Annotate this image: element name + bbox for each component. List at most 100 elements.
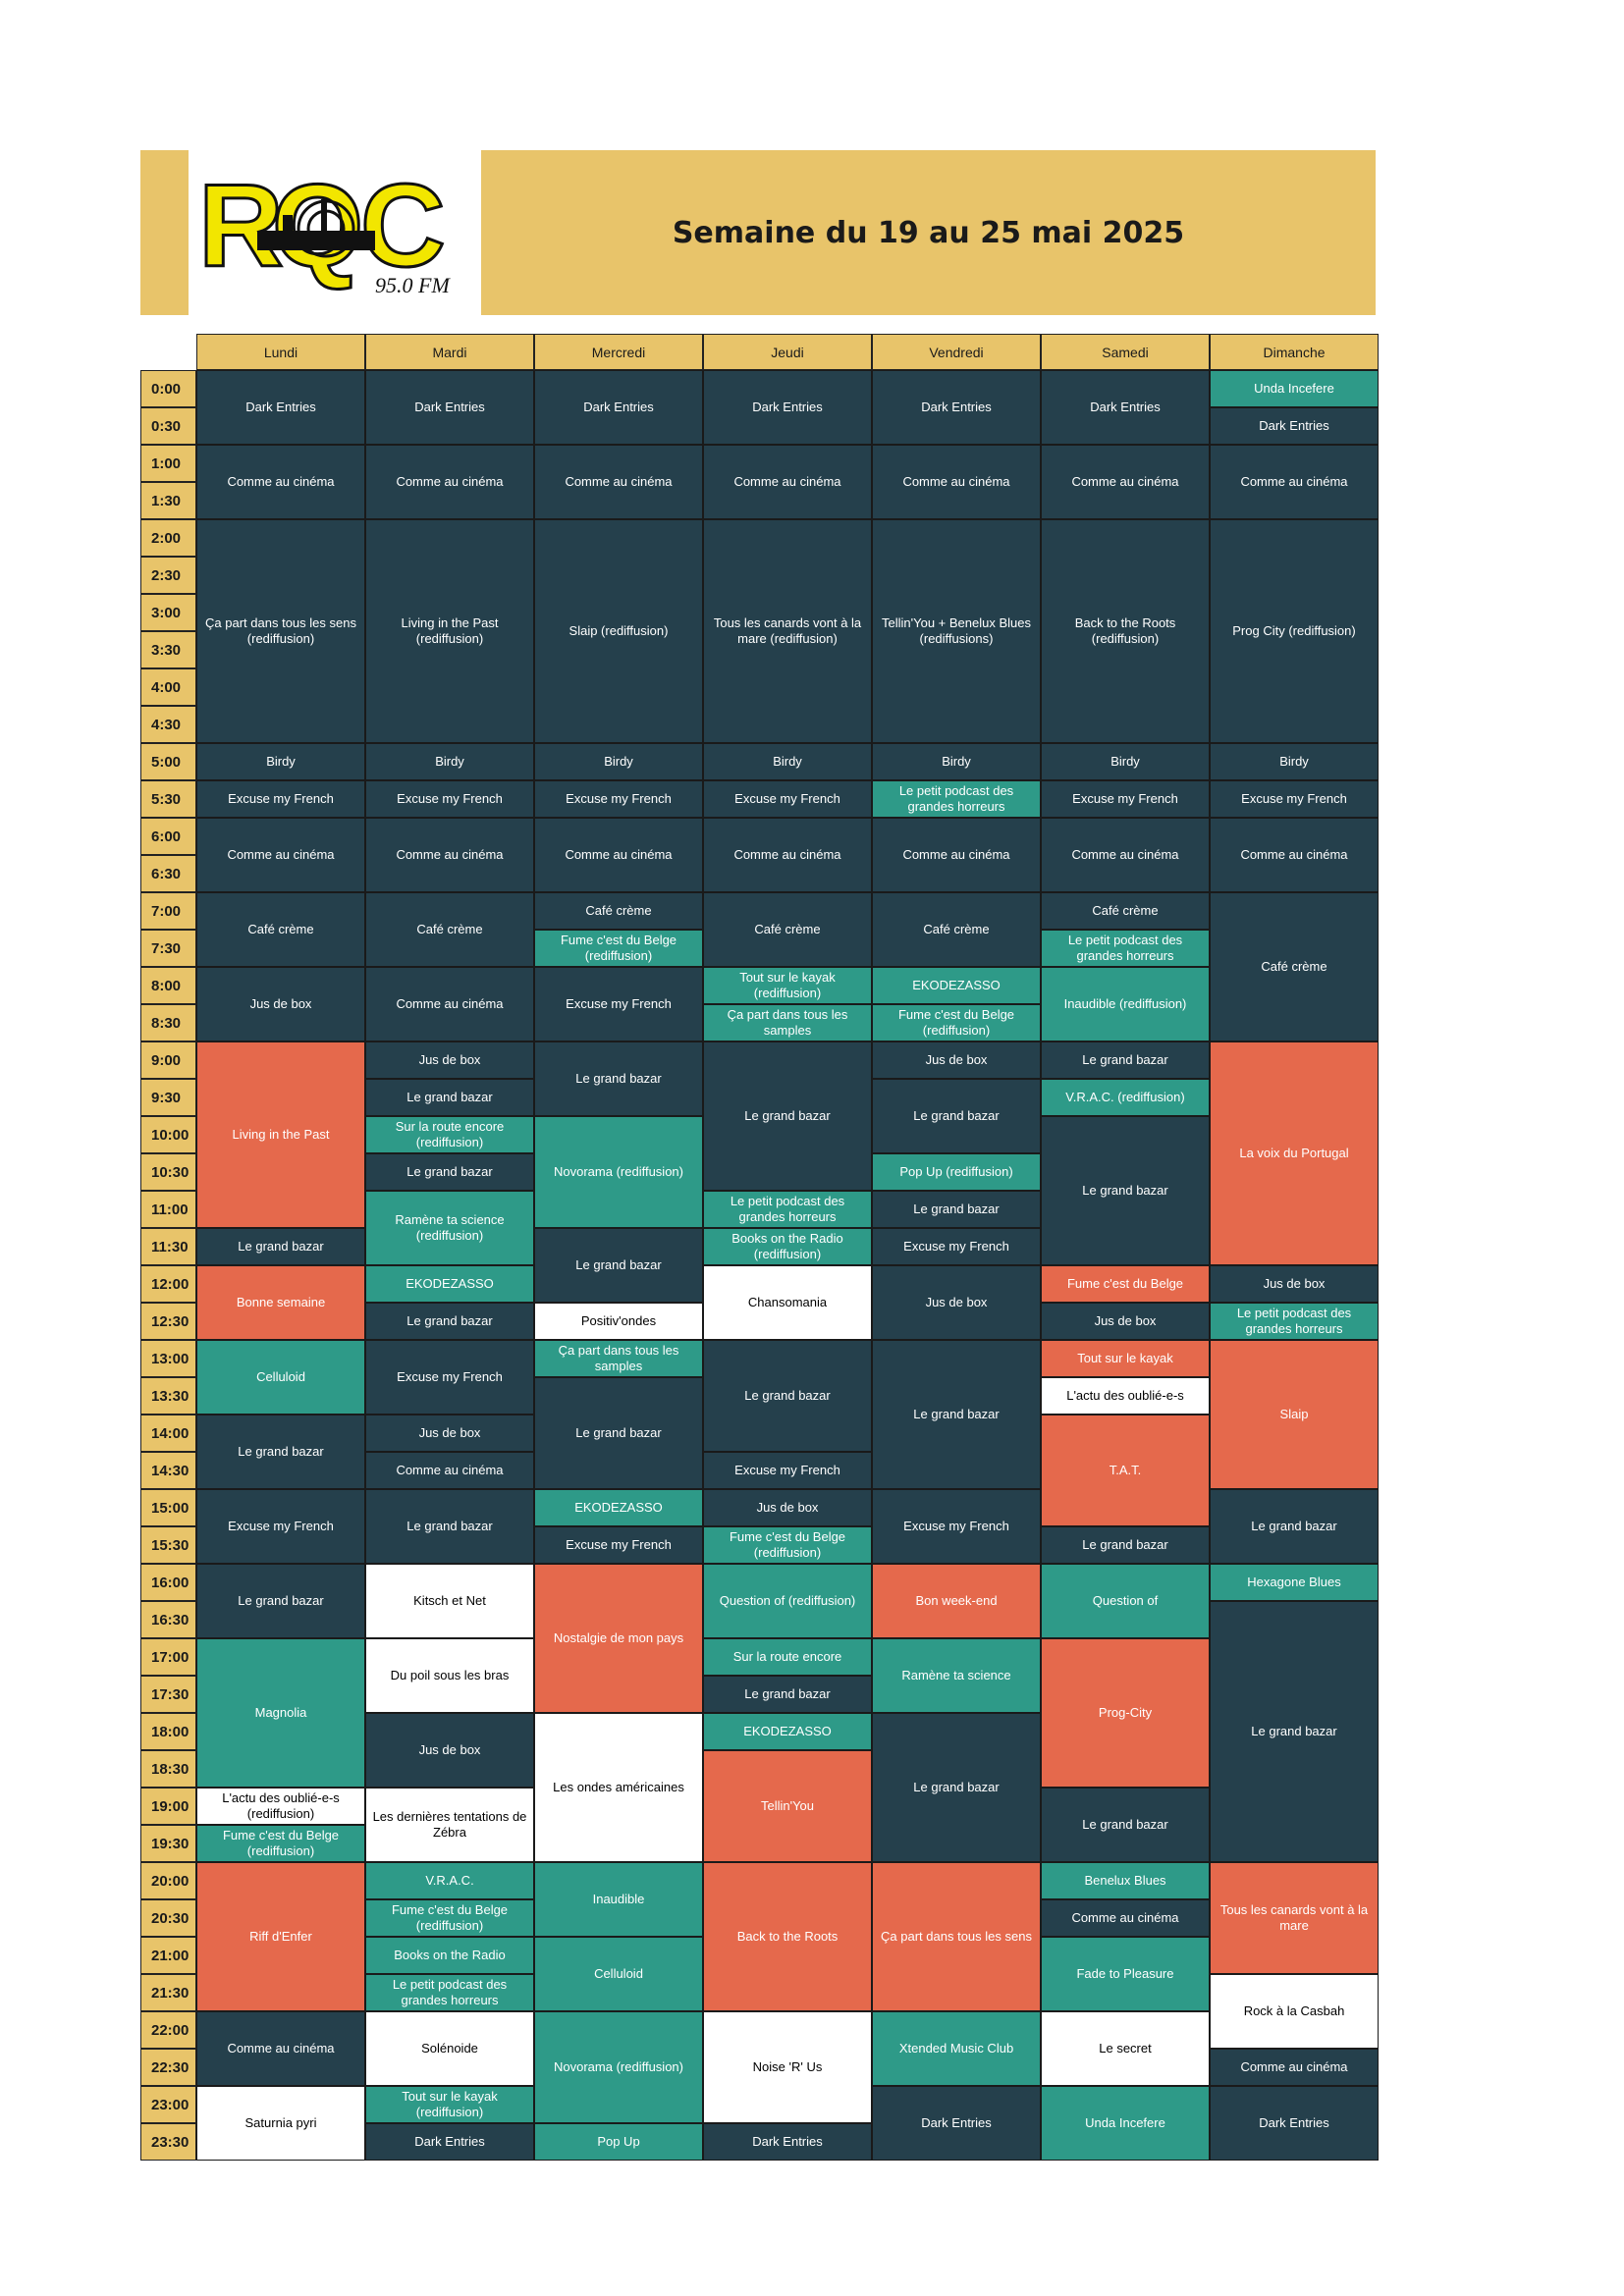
program-slot: Le grand bazar <box>365 1079 534 1116</box>
program-slot: Le petit podcast des grandes horreurs <box>1210 1303 1379 1340</box>
program-slot: Slaip (rediffusion) <box>534 519 703 743</box>
svg-text:C: C <box>360 160 446 292</box>
program-title: Comme au cinéma <box>1240 473 1348 489</box>
program-slot: Jus de box <box>703 1489 872 1526</box>
program-title: Nostalgie de mon pays <box>553 1629 684 1645</box>
program-title: Inaudible (rediffusion) <box>1063 995 1187 1011</box>
program-slot: Excuse my French <box>703 1452 872 1489</box>
program-slot: Le petit podcast des grandes horreurs <box>1041 930 1210 967</box>
program-slot: Books on the Radio <box>365 1937 534 1974</box>
program-slot: Birdy <box>534 743 703 780</box>
program-title: Café crème <box>1092 902 1159 918</box>
program-title: Celluloid <box>256 1368 305 1384</box>
program-slot: Dark Entries <box>872 2086 1041 2161</box>
program-slot: Bonne semaine <box>196 1265 365 1340</box>
program-title: Excuse my French <box>566 790 672 806</box>
program-title: Le grand bazar <box>238 1592 324 1608</box>
program-title: Le grand bazar <box>744 1107 831 1123</box>
program-slot: Le secret <box>1041 2011 1210 2086</box>
program-title: Le grand bazar <box>406 1312 493 1328</box>
program-slot: Jus de box <box>365 1041 534 1079</box>
program-slot: Magnolia <box>196 1638 365 1788</box>
program-title: Ramène ta science <box>901 1667 1011 1682</box>
program-title: Fume c'est du Belge (rediffusion) <box>391 1901 509 1933</box>
program-title: Slaip <box>1279 1406 1309 1421</box>
program-title: Comme au cinéma <box>565 473 673 489</box>
page-title: Semaine du 19 au 25 mai 2025 <box>672 215 1185 250</box>
program-title: Comme au cinéma <box>396 473 504 489</box>
program-slot: Comme au cinéma <box>1041 818 1210 892</box>
program-slot: Tout sur le kayak <box>1041 1340 1210 1377</box>
program-title: Dark Entries <box>752 399 823 414</box>
program-slot: Excuse my French <box>365 780 534 818</box>
program-title: Pop Up <box>597 2133 640 2149</box>
program-slot: Solénoide <box>365 2011 534 2086</box>
time-slot-label: 10:30 <box>140 1153 196 1191</box>
program-slot: Le grand bazar <box>1210 1489 1379 1564</box>
program-slot: Dark Entries <box>872 370 1041 445</box>
program-slot: Ça part dans tous les sens (rediffusion) <box>196 519 365 743</box>
time-slot-label: 2:30 <box>140 557 196 594</box>
program-title: Excuse my French <box>903 1518 1009 1533</box>
program-title: Jus de box <box>925 1051 988 1067</box>
program-slot: Rock à la Casbah <box>1210 1974 1379 2049</box>
program-title: Excuse my French <box>1072 790 1178 806</box>
program-title: Dark Entries <box>245 399 316 414</box>
time-slot-label: 1:00 <box>140 445 196 482</box>
program-title: Dark Entries <box>1090 399 1161 414</box>
time-slot-label: 17:00 <box>140 1638 196 1676</box>
program-title: Prog City (rediffusion) <box>1232 622 1356 638</box>
program-title: Jus de box <box>1263 1275 1326 1291</box>
program-title: Jus de box <box>418 1741 481 1757</box>
program-slot: Novorama (rediffusion) <box>534 1116 703 1228</box>
program-title: Comme au cinéma <box>902 846 1010 862</box>
program-slot: Novorama (rediffusion) <box>534 2011 703 2123</box>
day-header: Samedi <box>1041 334 1210 370</box>
program-title: Comme au cinéma <box>733 846 841 862</box>
time-slot-label: 0:00 <box>140 370 196 407</box>
program-slot: Jus de box <box>196 967 365 1041</box>
program-slot: Du poil sous les bras <box>365 1638 534 1713</box>
program-title: Birdy <box>1279 753 1309 769</box>
program-slot: Sur la route encore <box>703 1638 872 1676</box>
program-title: Living in the Past <box>232 1126 330 1142</box>
program-slot: Fade to Pleasure <box>1041 1937 1210 2011</box>
program-title: Le grand bazar <box>913 1107 1000 1123</box>
program-title: Le grand bazar <box>1082 1182 1168 1198</box>
program-slot: Tout sur le kayak (rediffusion) <box>365 2086 534 2123</box>
program-title: Le grand bazar <box>1082 1536 1168 1552</box>
program-title: Le grand bazar <box>1082 1816 1168 1832</box>
program-title: Le grand bazar <box>913 1406 1000 1421</box>
program-title: Excuse my French <box>734 790 840 806</box>
program-title: Le grand bazar <box>575 1424 662 1440</box>
program-title: Noise 'R' Us <box>752 2058 823 2074</box>
program-slot: Excuse my French <box>703 780 872 818</box>
time-slot-label: 19:30 <box>140 1825 196 1862</box>
program-slot: Hexagone Blues <box>1210 1564 1379 1601</box>
program-title: Dark Entries <box>921 2114 992 2130</box>
program-title: T.A.T. <box>1109 1462 1142 1477</box>
program-title: Hexagone Blues <box>1247 1574 1341 1589</box>
program-title: Ça part dans tous les sens <box>881 1928 1032 1944</box>
program-slot: Le grand bazar <box>703 1676 872 1713</box>
time-slot-label: 7:30 <box>140 930 196 967</box>
program-slot: Birdy <box>872 743 1041 780</box>
program-title: Le petit podcast des grandes horreurs <box>1236 1305 1352 1336</box>
time-slot-label: 3:30 <box>140 631 196 668</box>
time-slot-label: 23:00 <box>140 2086 196 2123</box>
program-slot: Tellin'You + Benelux Blues (rediffusions… <box>872 519 1041 743</box>
time-slot-label: 4:00 <box>140 668 196 706</box>
program-title: Excuse my French <box>734 1462 840 1477</box>
program-slot: Comme au cinéma <box>1210 2049 1379 2086</box>
program-title: Ramène ta science (rediffusion) <box>395 1211 505 1243</box>
program-slot: Fume c'est du Belge <box>1041 1265 1210 1303</box>
program-slot: Fume c'est du Belge (rediffusion) <box>534 930 703 967</box>
program-title: Le petit podcast des grandes horreurs <box>898 782 1014 814</box>
program-slot: Celluloid <box>534 1937 703 2011</box>
program-slot: Bon week-end <box>872 1564 1041 1638</box>
program-slot: Birdy <box>365 743 534 780</box>
program-title: Birdy <box>435 753 464 769</box>
program-title: Dark Entries <box>1259 2114 1329 2130</box>
svg-text:95.0 FM: 95.0 FM <box>375 273 451 297</box>
